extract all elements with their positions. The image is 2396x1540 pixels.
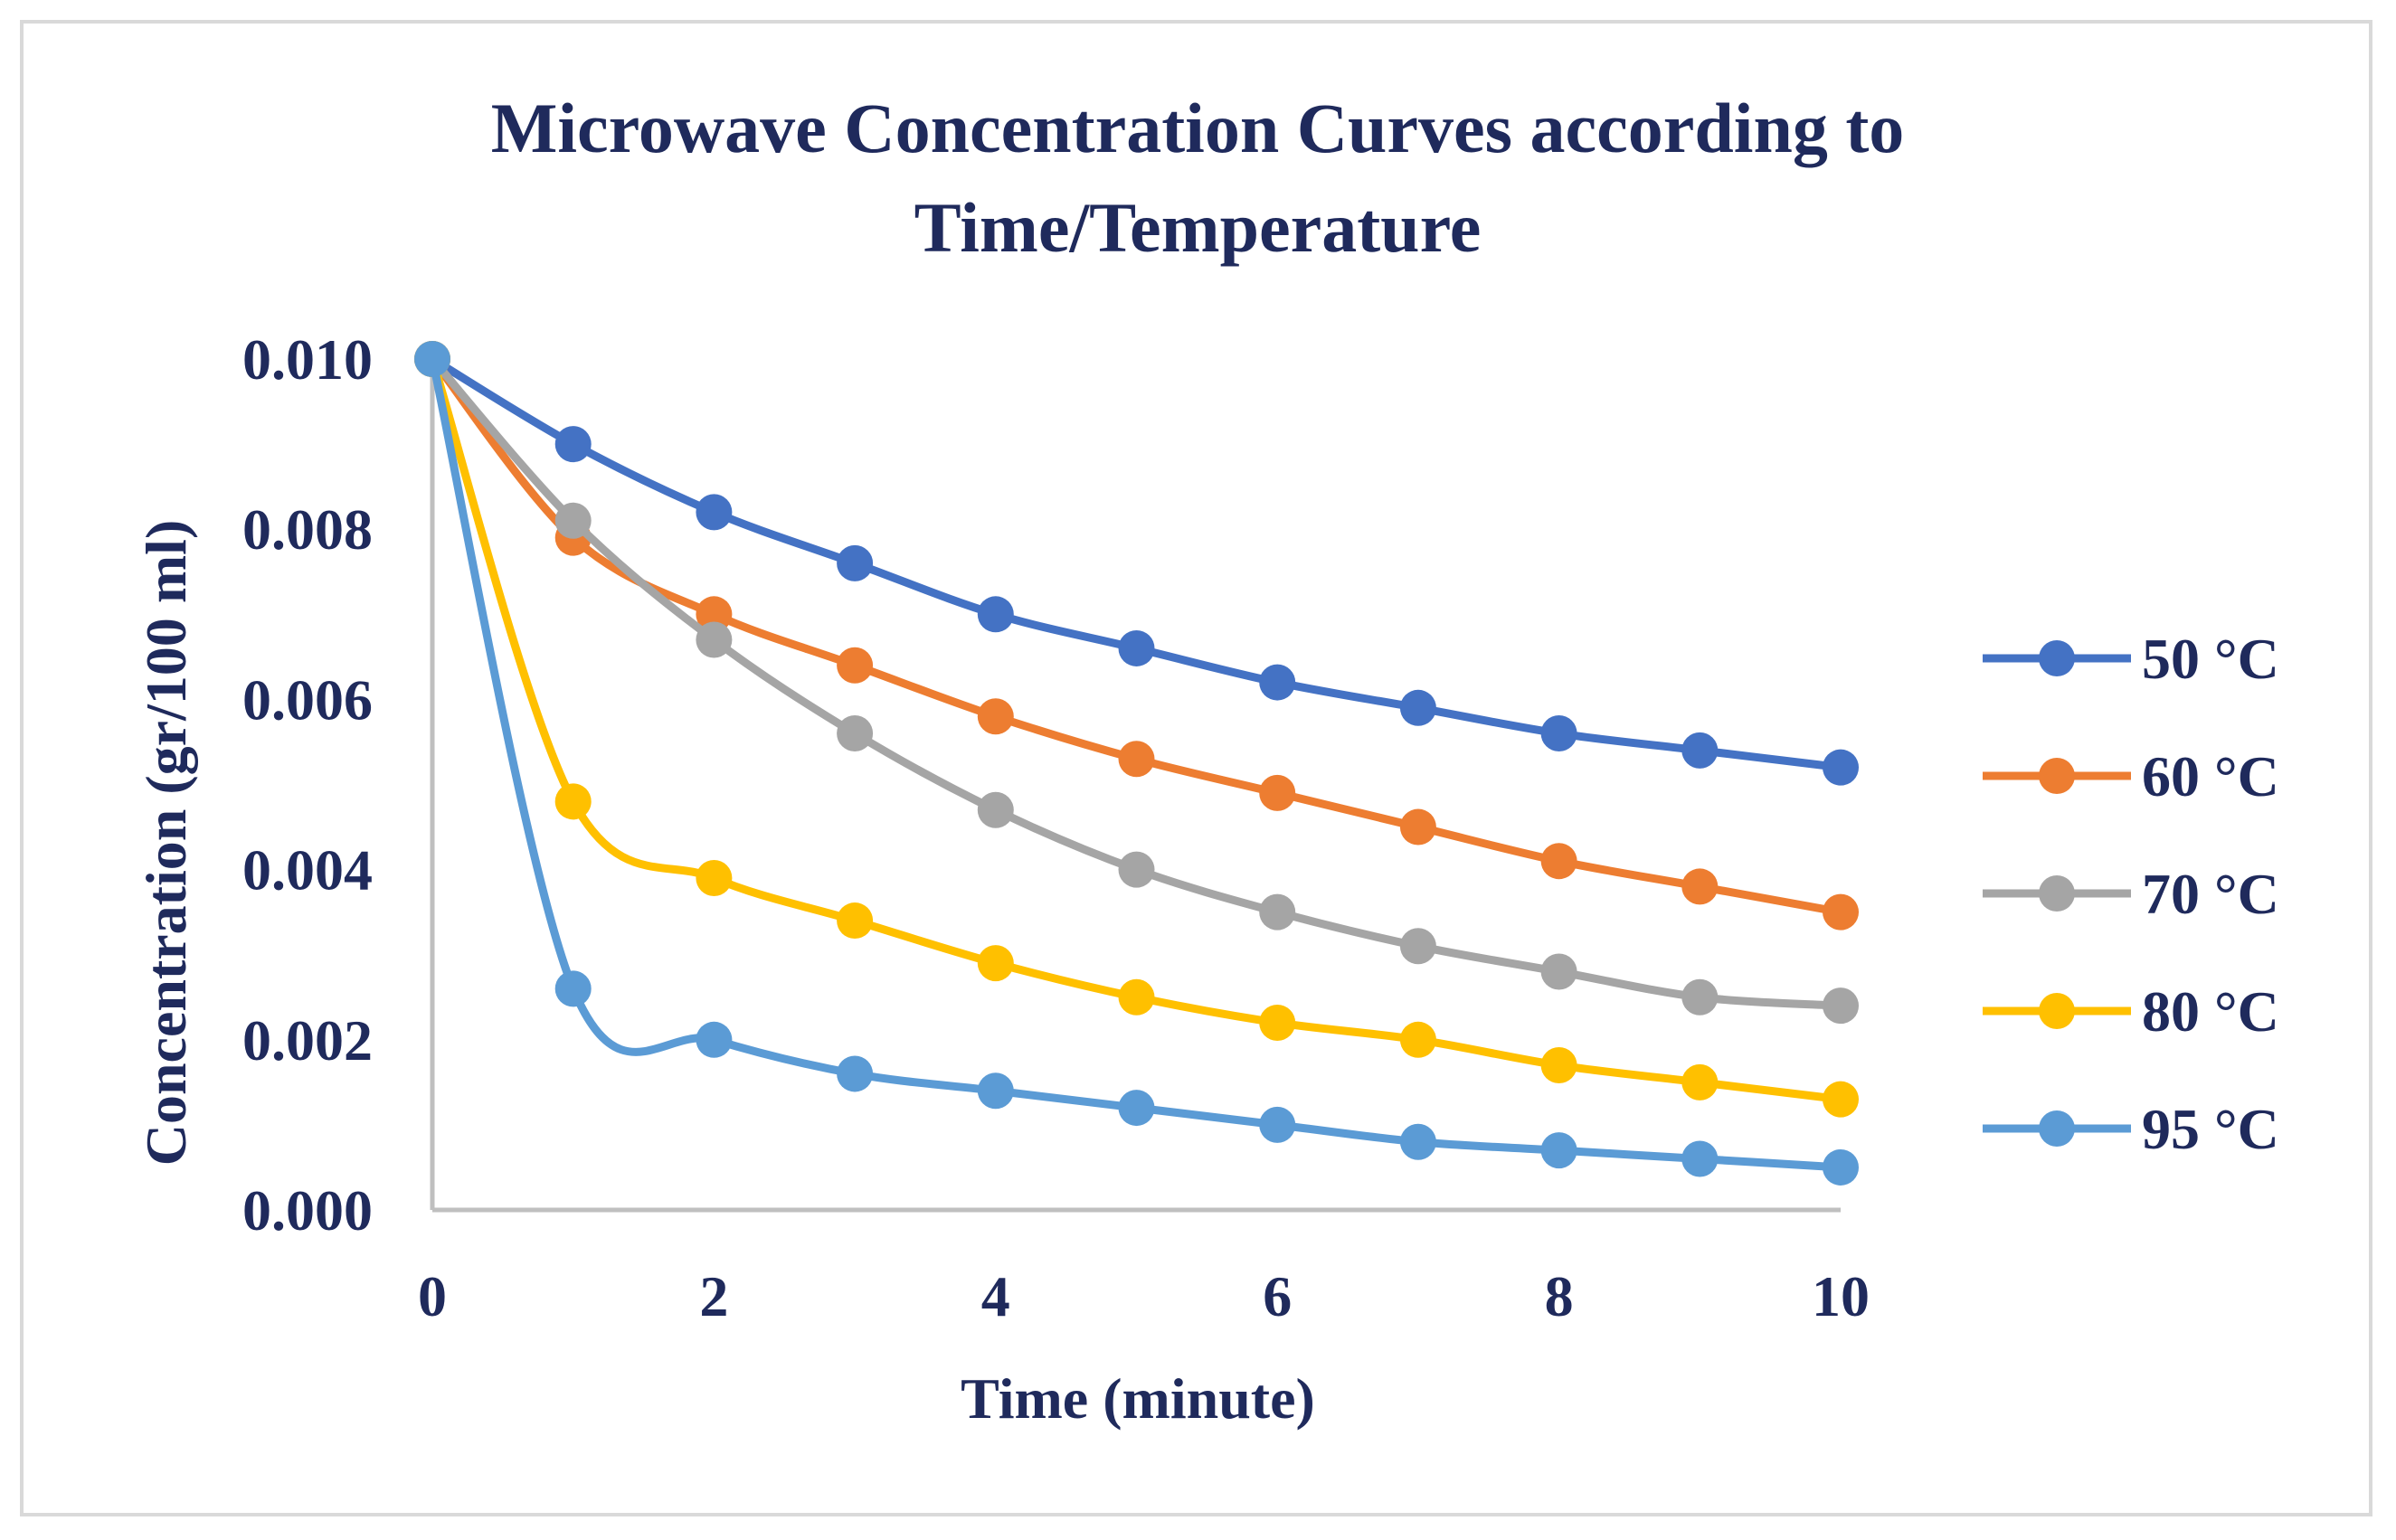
series-line-80c bbox=[428, 354, 1845, 1104]
data-point-50c bbox=[837, 544, 874, 581]
data-point-60c bbox=[1681, 868, 1719, 905]
legend-label: 50 °C bbox=[2142, 627, 2279, 691]
series-80c bbox=[414, 341, 1859, 1118]
data-point-60c bbox=[1118, 741, 1155, 778]
data-point-95c bbox=[414, 341, 450, 377]
data-point-50c bbox=[1823, 749, 1859, 786]
data-point-95c bbox=[1681, 1140, 1719, 1177]
data-point-80c bbox=[837, 902, 874, 940]
legend-item-60c: 60 °C bbox=[1983, 744, 2279, 808]
data-point-95c bbox=[1823, 1148, 1859, 1186]
legend-item-70c: 70 °C bbox=[1983, 862, 2279, 926]
y-tick-label: 0.002 bbox=[242, 1008, 373, 1072]
data-point-80c bbox=[1118, 978, 1155, 1016]
data-point-60c bbox=[1540, 843, 1577, 880]
data-point-50c bbox=[1259, 664, 1296, 701]
y-tick-label: 0.004 bbox=[242, 838, 373, 902]
y-tick-label: 0.000 bbox=[242, 1178, 373, 1242]
data-point-95c bbox=[1540, 1132, 1577, 1169]
legend-label: 95 °C bbox=[2142, 1097, 2279, 1161]
data-point-60c bbox=[1259, 774, 1296, 811]
data-point-50c bbox=[977, 596, 1014, 633]
data-point-70c bbox=[837, 715, 874, 752]
data-point-95c bbox=[1259, 1106, 1296, 1143]
legend: 50 °C 60 °C 70 °C 80 °C 95 °C bbox=[1983, 627, 2279, 1161]
data-point-50c bbox=[1540, 715, 1577, 752]
legend-swatch-marker bbox=[2039, 1110, 2075, 1147]
data-point-70c bbox=[1681, 978, 1719, 1016]
data-point-70c bbox=[1259, 893, 1296, 931]
legend-item-50c: 50 °C bbox=[1983, 627, 2279, 691]
data-point-95c bbox=[1118, 1090, 1155, 1127]
y-tick-label: 0.008 bbox=[242, 497, 373, 562]
data-point-60c bbox=[696, 596, 733, 633]
data-point-60c bbox=[1399, 808, 1436, 846]
data-point-70c bbox=[1823, 987, 1859, 1025]
data-point-60c bbox=[977, 698, 1014, 735]
x-tick-label: 4 bbox=[981, 1264, 1010, 1328]
data-point-95c bbox=[1399, 1123, 1436, 1160]
data-point-80c bbox=[554, 783, 592, 820]
y-axis-title: Concentration (gr/100 ml) bbox=[134, 520, 198, 1167]
data-point-80c bbox=[696, 860, 733, 897]
data-point-80c bbox=[1681, 1063, 1719, 1101]
data-point-70c bbox=[554, 502, 592, 539]
legend-item-80c: 80 °C bbox=[1983, 979, 2279, 1044]
data-point-50c bbox=[1399, 689, 1436, 726]
series-50c bbox=[414, 341, 1859, 786]
data-point-50c bbox=[1118, 629, 1155, 666]
chart-title-line-1: Microwave Concentration Curves according… bbox=[491, 89, 1905, 167]
chart-title-line-2: Time/Temperature bbox=[914, 188, 1482, 267]
data-point-95c bbox=[696, 1021, 733, 1058]
legend-swatch-marker bbox=[2039, 640, 2075, 676]
data-point-70c bbox=[977, 791, 1014, 828]
data-point-80c bbox=[1399, 1021, 1436, 1058]
y-tick-label: 0.006 bbox=[242, 667, 373, 732]
y-tick-label: 0.010 bbox=[242, 327, 373, 392]
x-tick-label: 2 bbox=[699, 1264, 728, 1328]
chart-frame bbox=[20, 20, 2372, 1516]
x-tick-labels: 0 2 4 6 8 10 bbox=[418, 1264, 1870, 1328]
data-point-50c bbox=[1681, 732, 1719, 769]
data-point-80c bbox=[1823, 1081, 1859, 1118]
legend-swatch-marker bbox=[2039, 875, 2075, 912]
data-point-70c bbox=[1118, 851, 1155, 888]
legend-swatch-marker bbox=[2039, 993, 2075, 1029]
x-axis-title: Time (minute) bbox=[961, 1366, 1315, 1431]
data-point-70c bbox=[1540, 953, 1577, 990]
data-point-70c bbox=[1399, 928, 1436, 965]
data-point-95c bbox=[554, 970, 592, 1007]
data-point-95c bbox=[977, 1072, 1014, 1110]
data-point-80c bbox=[1540, 1047, 1577, 1084]
series-layer bbox=[414, 341, 1859, 1186]
data-point-80c bbox=[1259, 1004, 1296, 1041]
legend-swatch-marker bbox=[2039, 758, 2075, 794]
series-line-70c bbox=[428, 354, 1845, 1010]
series-95c bbox=[414, 341, 1859, 1186]
data-point-60c bbox=[1823, 893, 1859, 931]
x-tick-label: 10 bbox=[1812, 1264, 1870, 1328]
axes bbox=[430, 359, 1841, 1213]
series-70c bbox=[414, 341, 1859, 1025]
legend-item-95c: 95 °C bbox=[1983, 1097, 2279, 1161]
legend-label: 80 °C bbox=[2142, 979, 2279, 1044]
x-tick-label: 6 bbox=[1263, 1264, 1292, 1328]
series-line-50c bbox=[428, 354, 1845, 772]
data-point-70c bbox=[696, 621, 733, 658]
legend-label: 70 °C bbox=[2142, 862, 2279, 926]
data-point-50c bbox=[554, 426, 592, 463]
y-tick-labels: 0.000 0.002 0.004 0.006 0.008 0.010 bbox=[242, 327, 373, 1242]
data-point-80c bbox=[977, 945, 1014, 982]
data-point-60c bbox=[837, 647, 874, 684]
x-tick-label: 8 bbox=[1545, 1264, 1574, 1328]
data-point-50c bbox=[696, 494, 733, 531]
legend-label: 60 °C bbox=[2142, 744, 2279, 808]
x-tick-label: 0 bbox=[418, 1264, 447, 1328]
data-point-95c bbox=[837, 1055, 874, 1092]
